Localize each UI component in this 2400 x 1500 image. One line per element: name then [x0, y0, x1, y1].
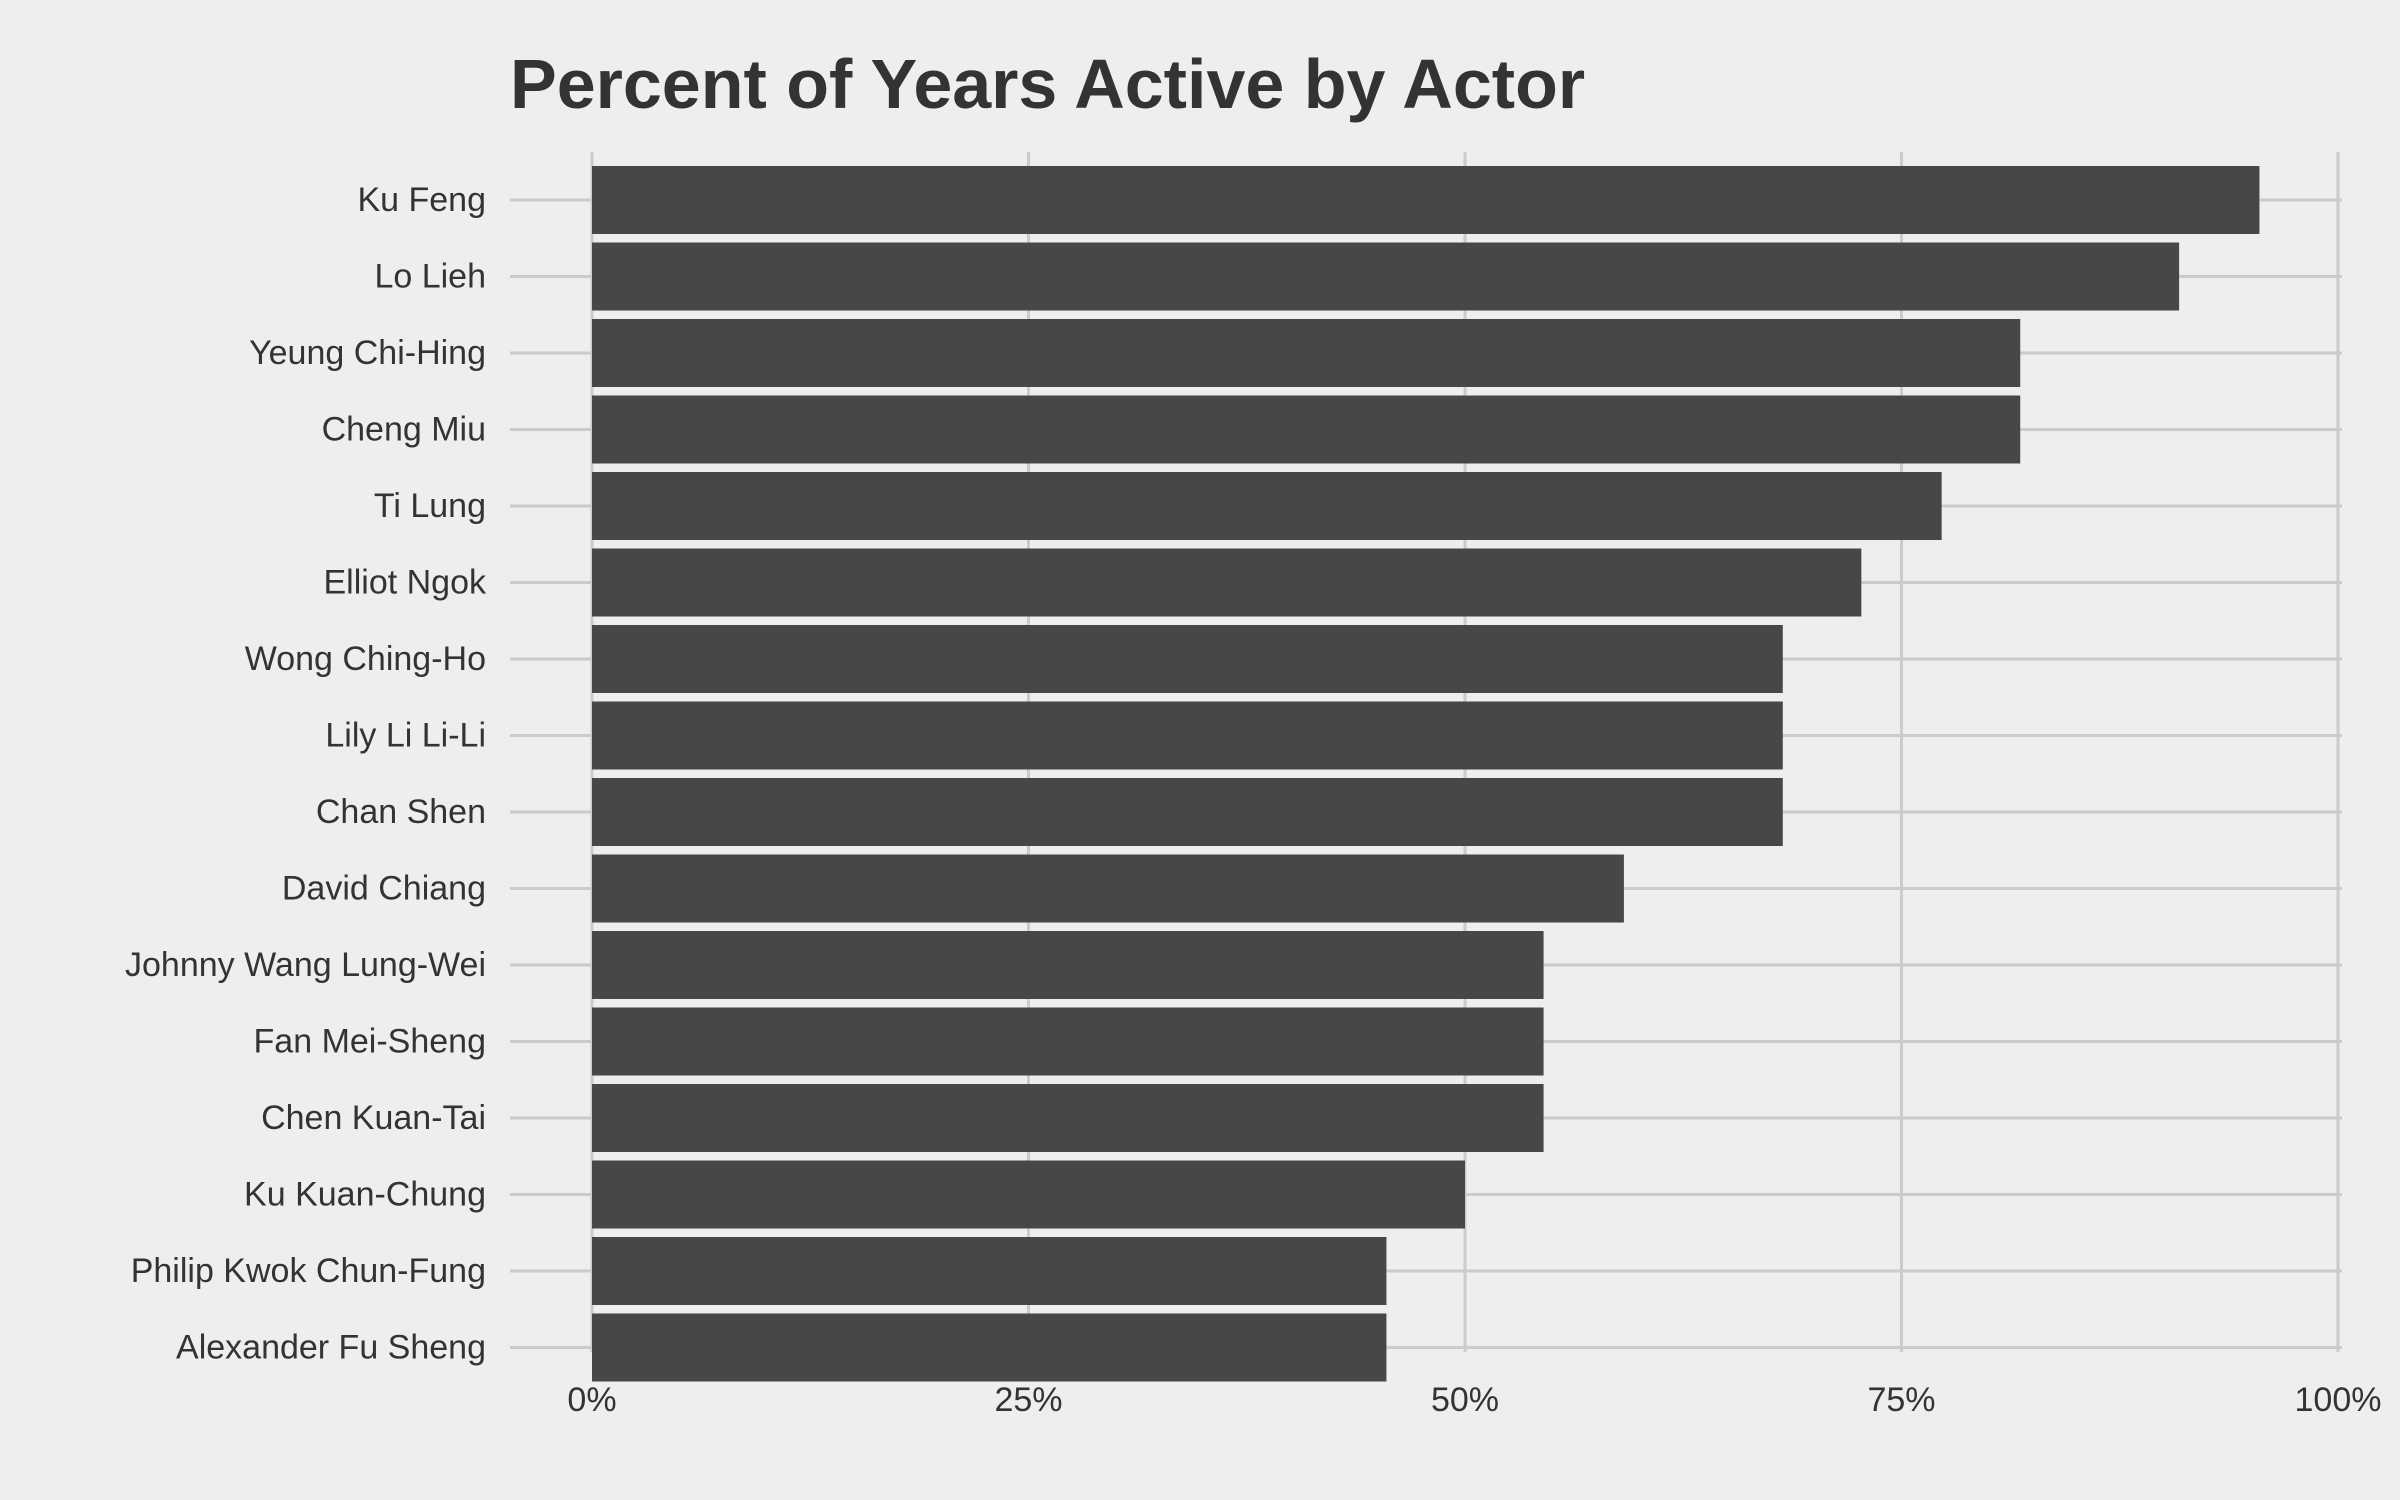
bar: [592, 854, 1624, 923]
y-tick-label: Ku Kuan-Chung: [244, 1176, 486, 1214]
bar: [592, 1160, 1465, 1229]
bar: [592, 701, 1783, 770]
bar: [592, 1237, 1387, 1305]
y-tick-label: Chen Kuan-Tai: [261, 1099, 486, 1137]
y-tick-label: Elliot Ngok: [323, 564, 487, 602]
y-tick-label: Lily Li Li-Li: [325, 717, 486, 755]
bar: [592, 319, 2021, 387]
bar: [592, 166, 2260, 234]
y-tick-label: Yeung Chi-Hing: [249, 334, 486, 372]
bar: [592, 395, 2021, 464]
y-tick-label: Wong Ching-Ho: [245, 640, 486, 678]
bar: [592, 472, 1942, 540]
bar: [592, 242, 2180, 311]
y-tick-label: Ti Lung: [374, 487, 486, 525]
y-tick-label: Philip Kwok Chun-Fung: [131, 1252, 486, 1290]
x-tick-label: 75%: [1867, 1381, 1935, 1419]
y-tick-label: Alexander Fu Sheng: [176, 1329, 486, 1367]
y-tick-label: Ku Feng: [357, 181, 486, 219]
bar: [592, 548, 1862, 617]
y-tick-label: Cheng Miu: [322, 411, 486, 449]
x-tick-label: 0%: [567, 1381, 616, 1419]
bar: [592, 1007, 1544, 1076]
y-tick-label: Johnny Wang Lung-Wei: [125, 946, 486, 984]
y-tick-label: Lo Lieh: [374, 258, 486, 296]
bar: [592, 1313, 1387, 1382]
y-tick-label: David Chiang: [282, 870, 486, 908]
x-tick-label: 50%: [1431, 1381, 1499, 1419]
bar: [592, 1084, 1544, 1152]
x-tick-label: 100%: [2295, 1381, 2382, 1419]
bar: [592, 931, 1544, 999]
y-tick-label: Fan Mei-Sheng: [254, 1023, 486, 1061]
chart-title: Percent of Years Active by Actor: [510, 45, 1586, 123]
bar: [592, 625, 1783, 693]
bar: [592, 778, 1783, 846]
x-tick-label: 25%: [994, 1381, 1062, 1419]
y-tick-label: Chan Shen: [316, 793, 486, 831]
